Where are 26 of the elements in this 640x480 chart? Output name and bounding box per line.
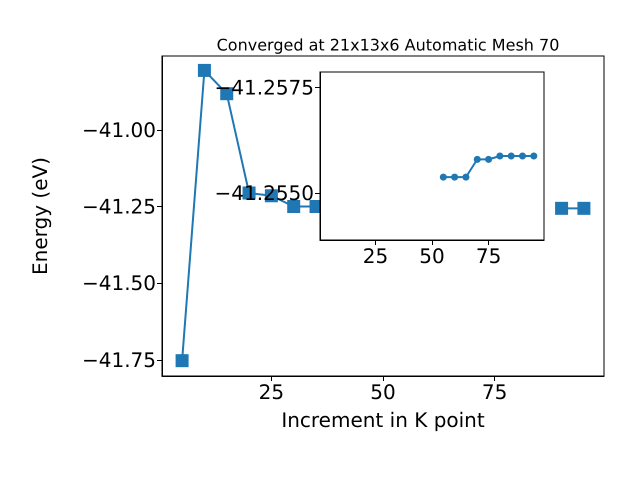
x-tick-label: 75 bbox=[476, 244, 502, 268]
point bbox=[176, 354, 189, 368]
x-tick-label: 50 bbox=[370, 380, 396, 404]
point bbox=[474, 156, 481, 163]
y-tick-label: −41.50 bbox=[82, 271, 156, 296]
point bbox=[519, 152, 526, 160]
x-axis-title: Increment in K point bbox=[281, 408, 485, 432]
x-tick-label: 75 bbox=[482, 380, 508, 404]
y-tick-label: −41.75 bbox=[82, 348, 156, 372]
y-tick-label: −41.25 bbox=[82, 194, 156, 218]
x-tick-label: 50 bbox=[419, 244, 445, 268]
point bbox=[530, 152, 538, 160]
chart-title: Converged at 21x13x6 Automatic Mesh 70 bbox=[216, 36, 560, 54]
point bbox=[496, 152, 504, 160]
point bbox=[555, 202, 568, 215]
point bbox=[577, 202, 590, 215]
x-tick-label: 25 bbox=[258, 380, 284, 404]
point bbox=[451, 174, 458, 181]
y-tick-label: −41.00 bbox=[82, 118, 156, 142]
point bbox=[485, 156, 492, 163]
point bbox=[198, 64, 211, 77]
point bbox=[462, 174, 470, 181]
point bbox=[440, 174, 447, 181]
x-tick-label: 25 bbox=[362, 244, 388, 268]
y-axis-title: Energy (eV) bbox=[28, 157, 52, 275]
point bbox=[508, 152, 515, 160]
